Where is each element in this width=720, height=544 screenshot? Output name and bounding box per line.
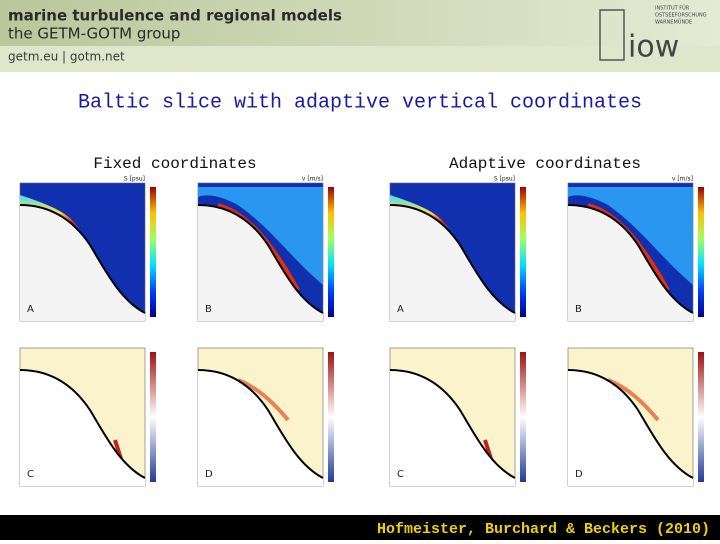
panel-label: D (575, 469, 583, 480)
header-title: marine turbulence and regional models (8, 7, 342, 25)
seafloor (20, 205, 145, 321)
column-title: Adaptive coordinates (449, 155, 641, 173)
panel: Bv [m/s] (567, 176, 704, 322)
field (198, 187, 323, 285)
panel-label: C (27, 469, 34, 480)
jet (237, 378, 290, 422)
panel: D (197, 347, 334, 487)
panel: A S [psu] (19, 176, 156, 322)
panel-label: A (27, 304, 34, 315)
colorbar (520, 352, 526, 482)
panel-title: S [psu] (124, 176, 145, 183)
logo-mark (599, 9, 625, 61)
colorbar (698, 187, 704, 317)
jet (607, 378, 660, 422)
logo: iow (628, 30, 679, 65)
seafloor-line (567, 369, 694, 479)
seafloor (568, 205, 693, 321)
seafloor-line (197, 369, 324, 479)
panel: C (19, 347, 156, 487)
institute-line: INSTITUT FÜR (655, 5, 690, 12)
panel-title: v [m/s] (302, 176, 323, 183)
colorbar (150, 352, 156, 482)
seafloor (20, 370, 145, 486)
citation: Hofmeister, Burchard & Beckers (2010) (377, 521, 710, 538)
header-subtitle: the GETM-GOTM group (8, 25, 180, 43)
panel-label: B (575, 304, 582, 315)
seafloor (198, 370, 323, 486)
seafloor (390, 370, 515, 486)
seafloor-line (389, 204, 516, 314)
colorbar (328, 187, 334, 317)
panel-label: A (397, 304, 404, 315)
institute-line: WARNEMÜNDE (655, 19, 692, 26)
seafloor (568, 370, 693, 486)
panel: Bv [m/s] (197, 176, 334, 322)
panels: A S [psu] Bv [m/s] C D A S [psu] Bv [m/s] C D (19, 176, 704, 487)
seafloor (390, 205, 515, 321)
footer-band (0, 515, 720, 540)
seafloor-line (197, 204, 324, 314)
seafloor (198, 205, 323, 321)
colorbar (520, 187, 526, 317)
institute-line: OSTSEEFORSCHUNG (655, 13, 707, 19)
slide-title: Baltic slice with adaptive vertical coor… (78, 91, 642, 114)
panel: C (389, 347, 526, 487)
column-title: Fixed coordinates (93, 155, 256, 173)
colorbar (150, 187, 156, 317)
panel-title: v [m/s] (672, 176, 693, 183)
panel-label: D (205, 469, 213, 480)
seafloor-line (19, 204, 146, 314)
panel: D (567, 347, 704, 487)
seafloor-line (19, 369, 146, 479)
panel-label: B (205, 304, 212, 315)
header-links: getm.eu | gotm.net (8, 50, 125, 64)
panel-label: C (397, 469, 404, 480)
field (568, 187, 693, 285)
seafloor-line (567, 204, 694, 314)
colorbar (328, 352, 334, 482)
colorbar (698, 352, 704, 482)
panel-title: S [psu] (494, 176, 515, 183)
seafloor-line (389, 369, 516, 479)
panel: A S [psu] (389, 176, 526, 322)
